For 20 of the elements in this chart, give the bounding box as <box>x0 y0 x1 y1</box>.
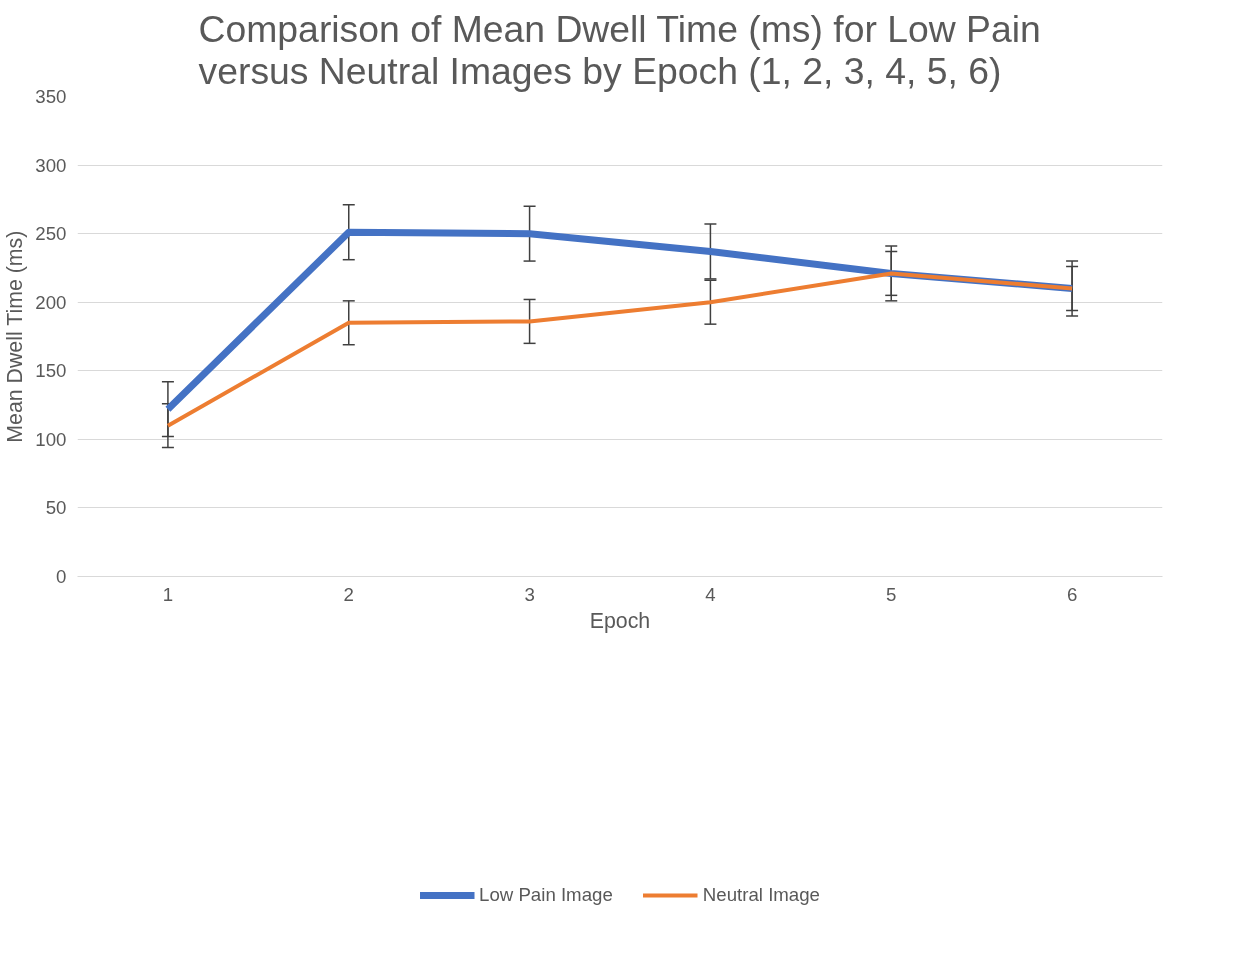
legend-label: Neutral Image <box>702 884 820 906</box>
legend-label: Low Pain Image <box>479 884 613 906</box>
y-tick-label: 150 <box>35 360 67 382</box>
y-tick-label: 200 <box>35 291 67 313</box>
chart-title: Comparison of Mean Dwell Time (ms) for Low Pain versus Neutral Images by Epoch (1, 2, 3, 4, 5, 6) <box>198 7 1041 92</box>
line-series <box>165 271 1075 428</box>
y-tick-label: 50 <box>45 497 67 519</box>
y-tick-label: 300 <box>35 154 67 176</box>
x-tick-label: 4 <box>705 583 716 605</box>
x-tick-label: 1 <box>162 583 174 605</box>
y-tick-label: 0 <box>56 566 67 587</box>
x-tick-label: 3 <box>524 583 535 605</box>
x-tick-label: 6 <box>1066 583 1078 605</box>
y-tick-label: 350 <box>35 86 67 107</box>
y-tick-label: 100 <box>35 428 67 450</box>
y-axis-title: Mean Dwell Time (ms) <box>3 230 28 443</box>
x-tick-label: 2 <box>343 583 354 605</box>
y-tick-label: 250 <box>35 223 67 245</box>
x-axis-title: Epoch <box>589 608 651 633</box>
x-tick-label: 5 <box>886 583 897 605</box>
